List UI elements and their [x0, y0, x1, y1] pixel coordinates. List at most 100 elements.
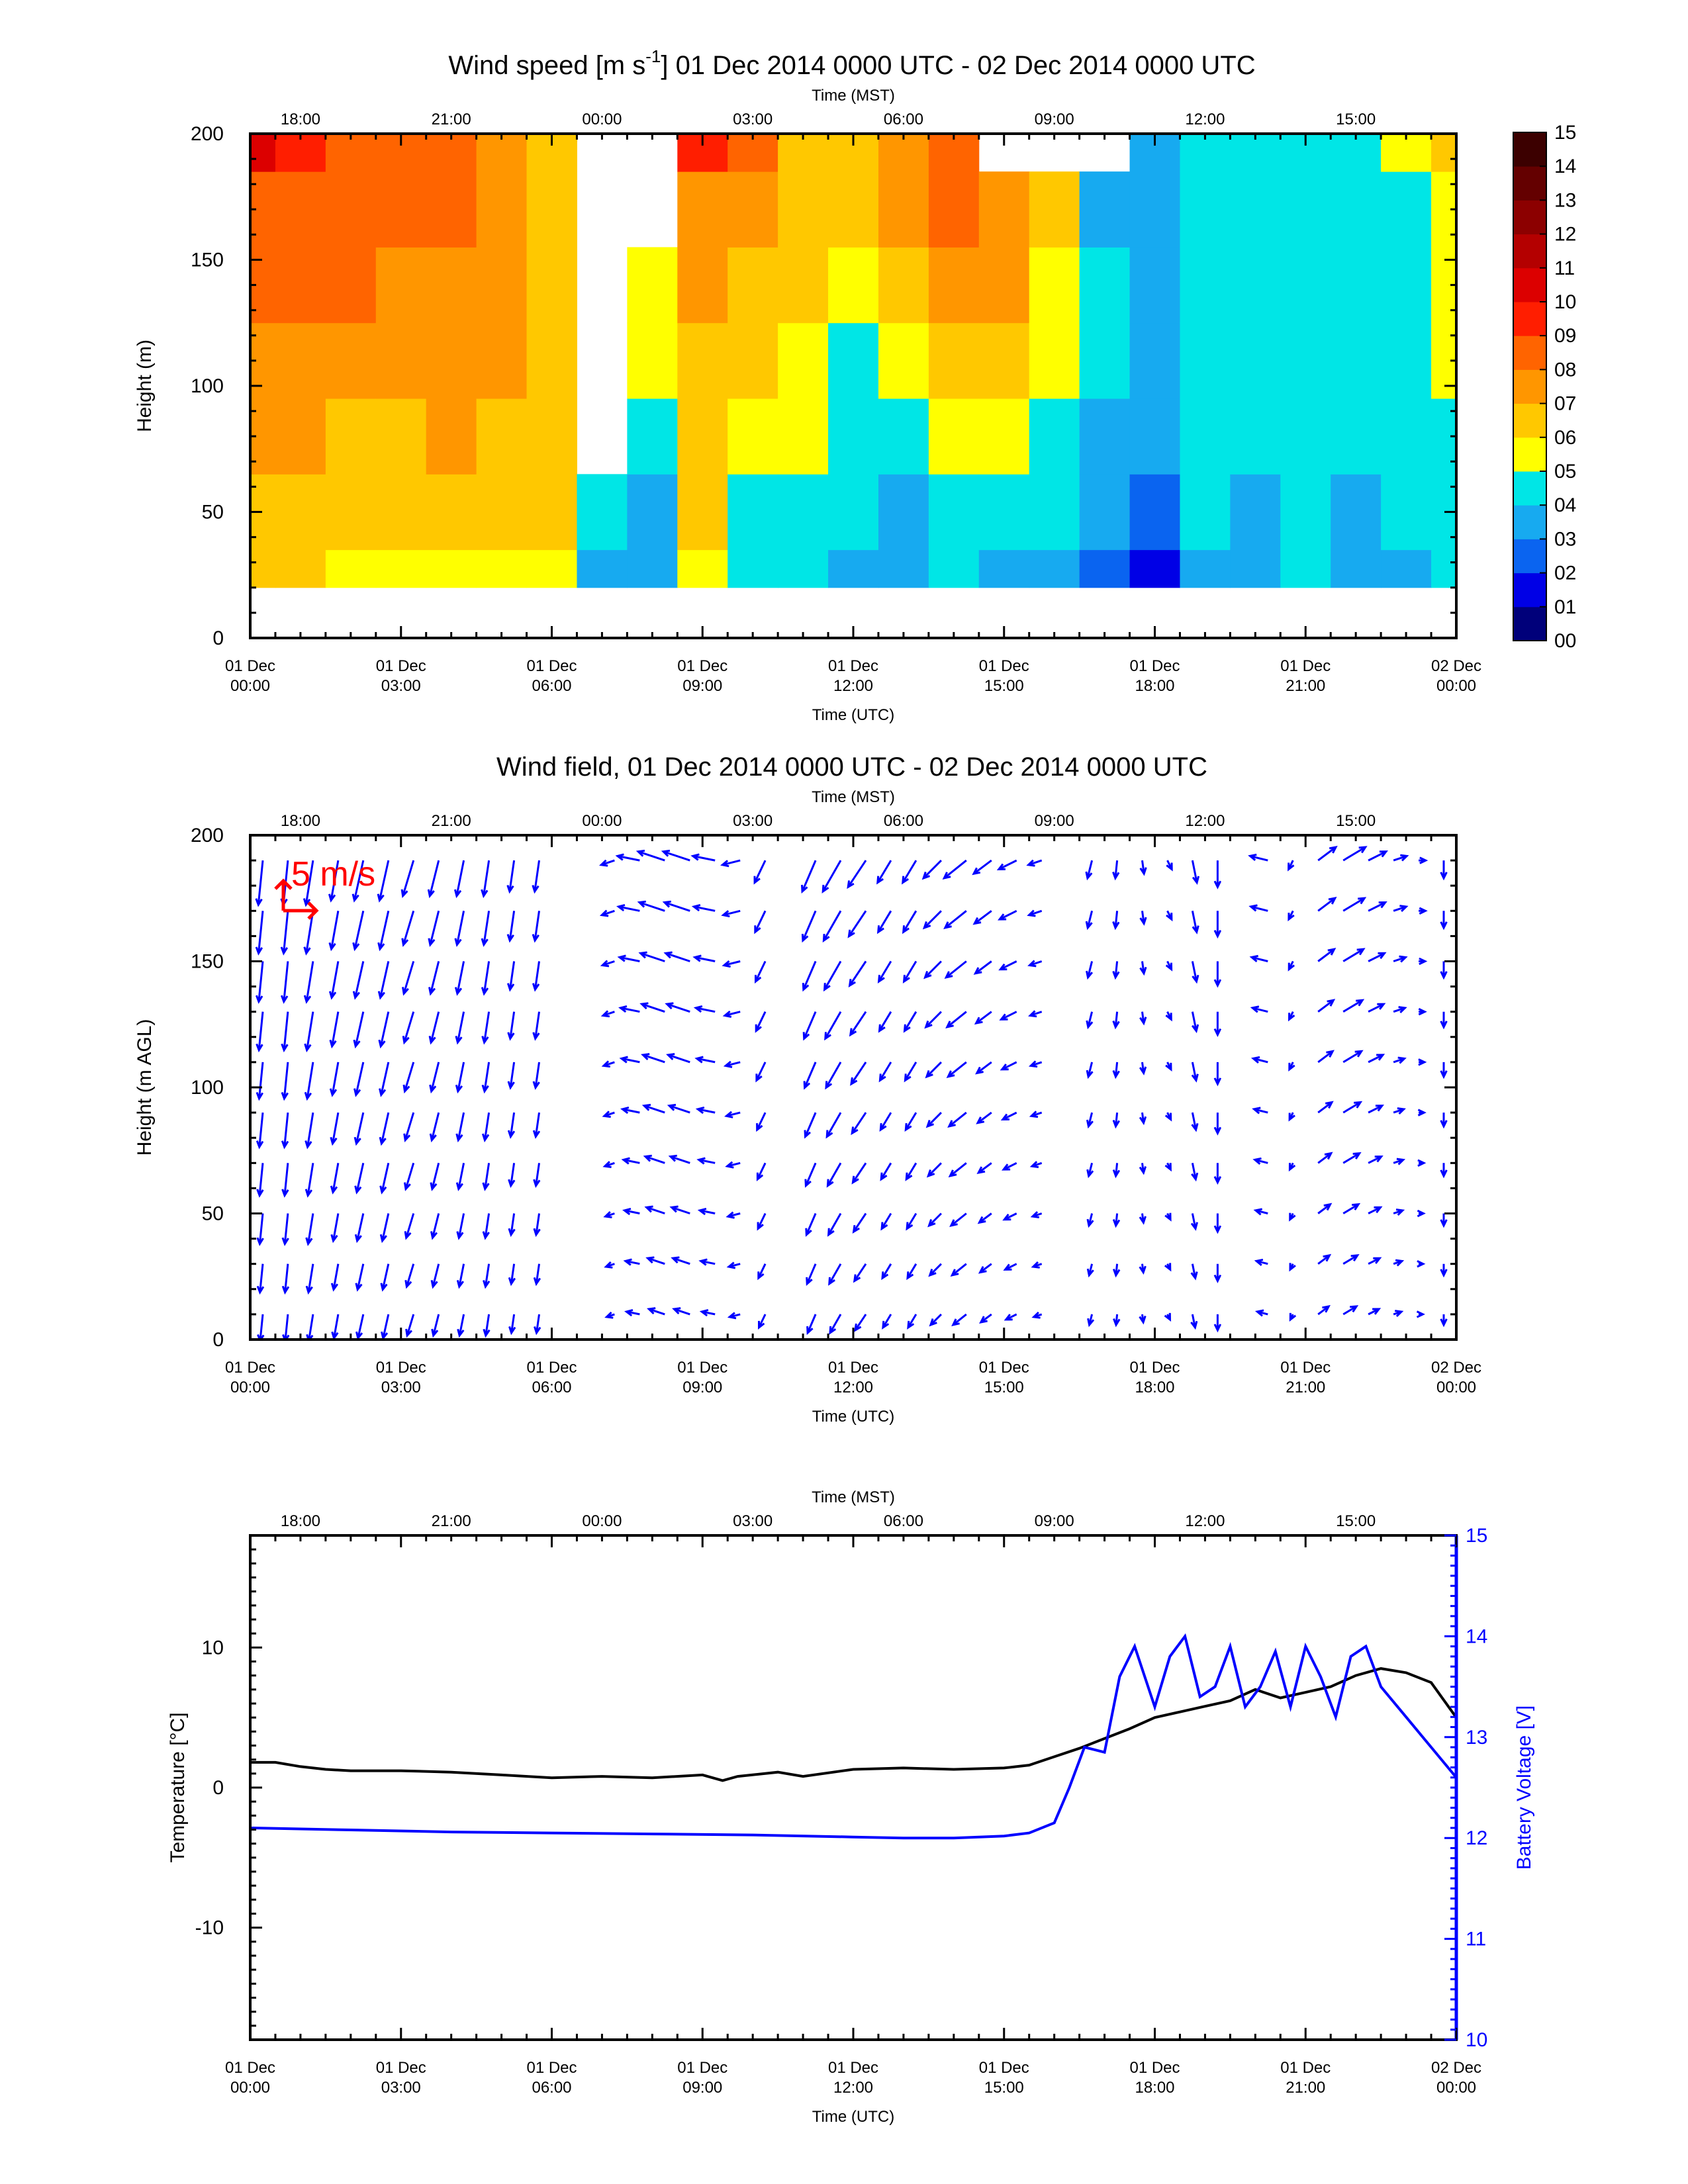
- wind-vector: [1027, 909, 1043, 917]
- wind-vector: [1317, 1101, 1334, 1114]
- wind-vector: [757, 1212, 767, 1231]
- wind-vector: [353, 1112, 365, 1146]
- heatmap-cell: [928, 549, 980, 588]
- wind-vector: [255, 860, 264, 907]
- heatmap-cell: [375, 474, 427, 551]
- panel3-mst-label: Time (MST): [812, 1488, 895, 1506]
- heatmap-cell: [727, 171, 778, 248]
- wind-vector: [1165, 960, 1173, 972]
- wind-vector: [755, 1062, 767, 1083]
- wind-vector: [828, 1263, 842, 1286]
- wind-vector: [353, 1011, 365, 1049]
- wind-vector: [624, 1308, 640, 1317]
- wind-vector: [880, 1162, 892, 1181]
- wind-vector: [1213, 1163, 1222, 1185]
- heatmap-cell: [375, 398, 427, 475]
- wind-vector: [904, 1062, 917, 1083]
- wind-vector: [806, 1263, 817, 1286]
- mst-tick-label: 21:00: [432, 812, 471, 830]
- wind-vector: [691, 903, 716, 912]
- wind-vector: [1317, 1050, 1335, 1064]
- wind-vector: [1028, 1010, 1043, 1018]
- heatmap-cell: [1180, 171, 1231, 248]
- wind-vector: [699, 1308, 716, 1317]
- utc-tick-label: 15:00: [984, 677, 1024, 695]
- mst-tick-label: 18:00: [281, 1512, 320, 1530]
- wind-vector: [672, 1307, 690, 1316]
- wind-vector: [945, 1011, 967, 1029]
- wind-vector: [756, 1162, 767, 1181]
- heatmap-cell: [1230, 398, 1281, 475]
- heatmap-cell: [878, 134, 929, 172]
- heatmap-cell: [828, 398, 879, 475]
- wind-vector: [924, 1011, 942, 1029]
- colorbar-segment: [1513, 336, 1546, 370]
- heatmap-cell: [1381, 247, 1432, 324]
- wind-vector: [506, 961, 516, 992]
- wind-vector: [1317, 999, 1336, 1013]
- wind-vector: [1190, 1314, 1198, 1330]
- utc-tick-label: 01 Dec: [677, 1359, 727, 1377]
- utc-tick-label: 03:00: [381, 2079, 421, 2097]
- wind-vector: [1004, 1313, 1017, 1321]
- wind-vector: [802, 960, 817, 992]
- mst-tick-label: 03:00: [733, 111, 773, 128]
- wind-vector: [256, 1263, 265, 1295]
- wind-vector: [454, 911, 465, 947]
- wind-vector: [669, 1205, 690, 1214]
- wind-vector: [352, 860, 365, 903]
- utc-tick-label: 01 Dec: [225, 657, 275, 675]
- wind-vector: [483, 1263, 491, 1289]
- wind-vector: [329, 1011, 340, 1049]
- wind-vector: [430, 1162, 440, 1191]
- wind-vector: [379, 1112, 390, 1146]
- wind-vector: [906, 1212, 917, 1231]
- colorbar-label: 06: [1554, 427, 1576, 449]
- utc-tick-label: 18:00: [1135, 2079, 1174, 2097]
- wind-vector: [404, 1263, 415, 1289]
- wind-vector: [906, 1263, 917, 1281]
- heatmap-cell: [275, 549, 326, 588]
- wind-vector: [1139, 860, 1147, 876]
- colorbar-label: 04: [1554, 494, 1576, 516]
- colorbar-segment: [1513, 437, 1546, 472]
- wind-vector: [925, 1112, 942, 1128]
- wind-vector: [926, 1162, 942, 1178]
- wind-vector: [801, 910, 817, 943]
- wind-vector: [847, 910, 867, 938]
- utc-tick-label: 15:00: [984, 1379, 1024, 1396]
- wind-vector: [928, 1263, 942, 1277]
- heatmap-cell: [1029, 474, 1080, 551]
- utc-tick-label: 00:00: [1436, 1379, 1476, 1396]
- wind-vector: [603, 1211, 615, 1218]
- heatmap-cell: [426, 398, 477, 475]
- heatmap-cell: [577, 549, 628, 588]
- utc-tick-label: 00:00: [1436, 2079, 1476, 2097]
- heatmap-cell: [275, 474, 326, 551]
- heatmap-cell: [1280, 247, 1331, 324]
- heatmap-cell: [677, 398, 728, 475]
- wind-vector: [1213, 1263, 1222, 1283]
- heatmap-cell: [727, 474, 778, 551]
- wind-vector: [430, 1213, 440, 1240]
- temperature-line: [250, 1667, 1456, 1782]
- wind-vector: [1139, 1213, 1147, 1225]
- heatmap-cell: [275, 134, 326, 172]
- wind-vector: [978, 1263, 992, 1274]
- utc-tick-label: 02 Dec: [1431, 657, 1481, 675]
- wind-vector: [1190, 1263, 1198, 1281]
- wind-vector: [695, 1106, 716, 1115]
- wind-vector: [508, 1314, 516, 1336]
- heatmap-cell: [778, 322, 829, 399]
- heatmap-cell: [878, 549, 929, 588]
- wind-vector: [1368, 1206, 1383, 1214]
- utc-tick-label: 01 Dec: [1129, 1359, 1180, 1377]
- wind-vector: [620, 1106, 640, 1115]
- wind-vector: [1086, 1213, 1094, 1228]
- heatmap-cell: [878, 322, 929, 399]
- wind-vector: [604, 1311, 615, 1319]
- wind-vector: [507, 1062, 516, 1090]
- mst-tick-label: 06:00: [884, 111, 923, 128]
- wind-vector: [824, 1011, 842, 1041]
